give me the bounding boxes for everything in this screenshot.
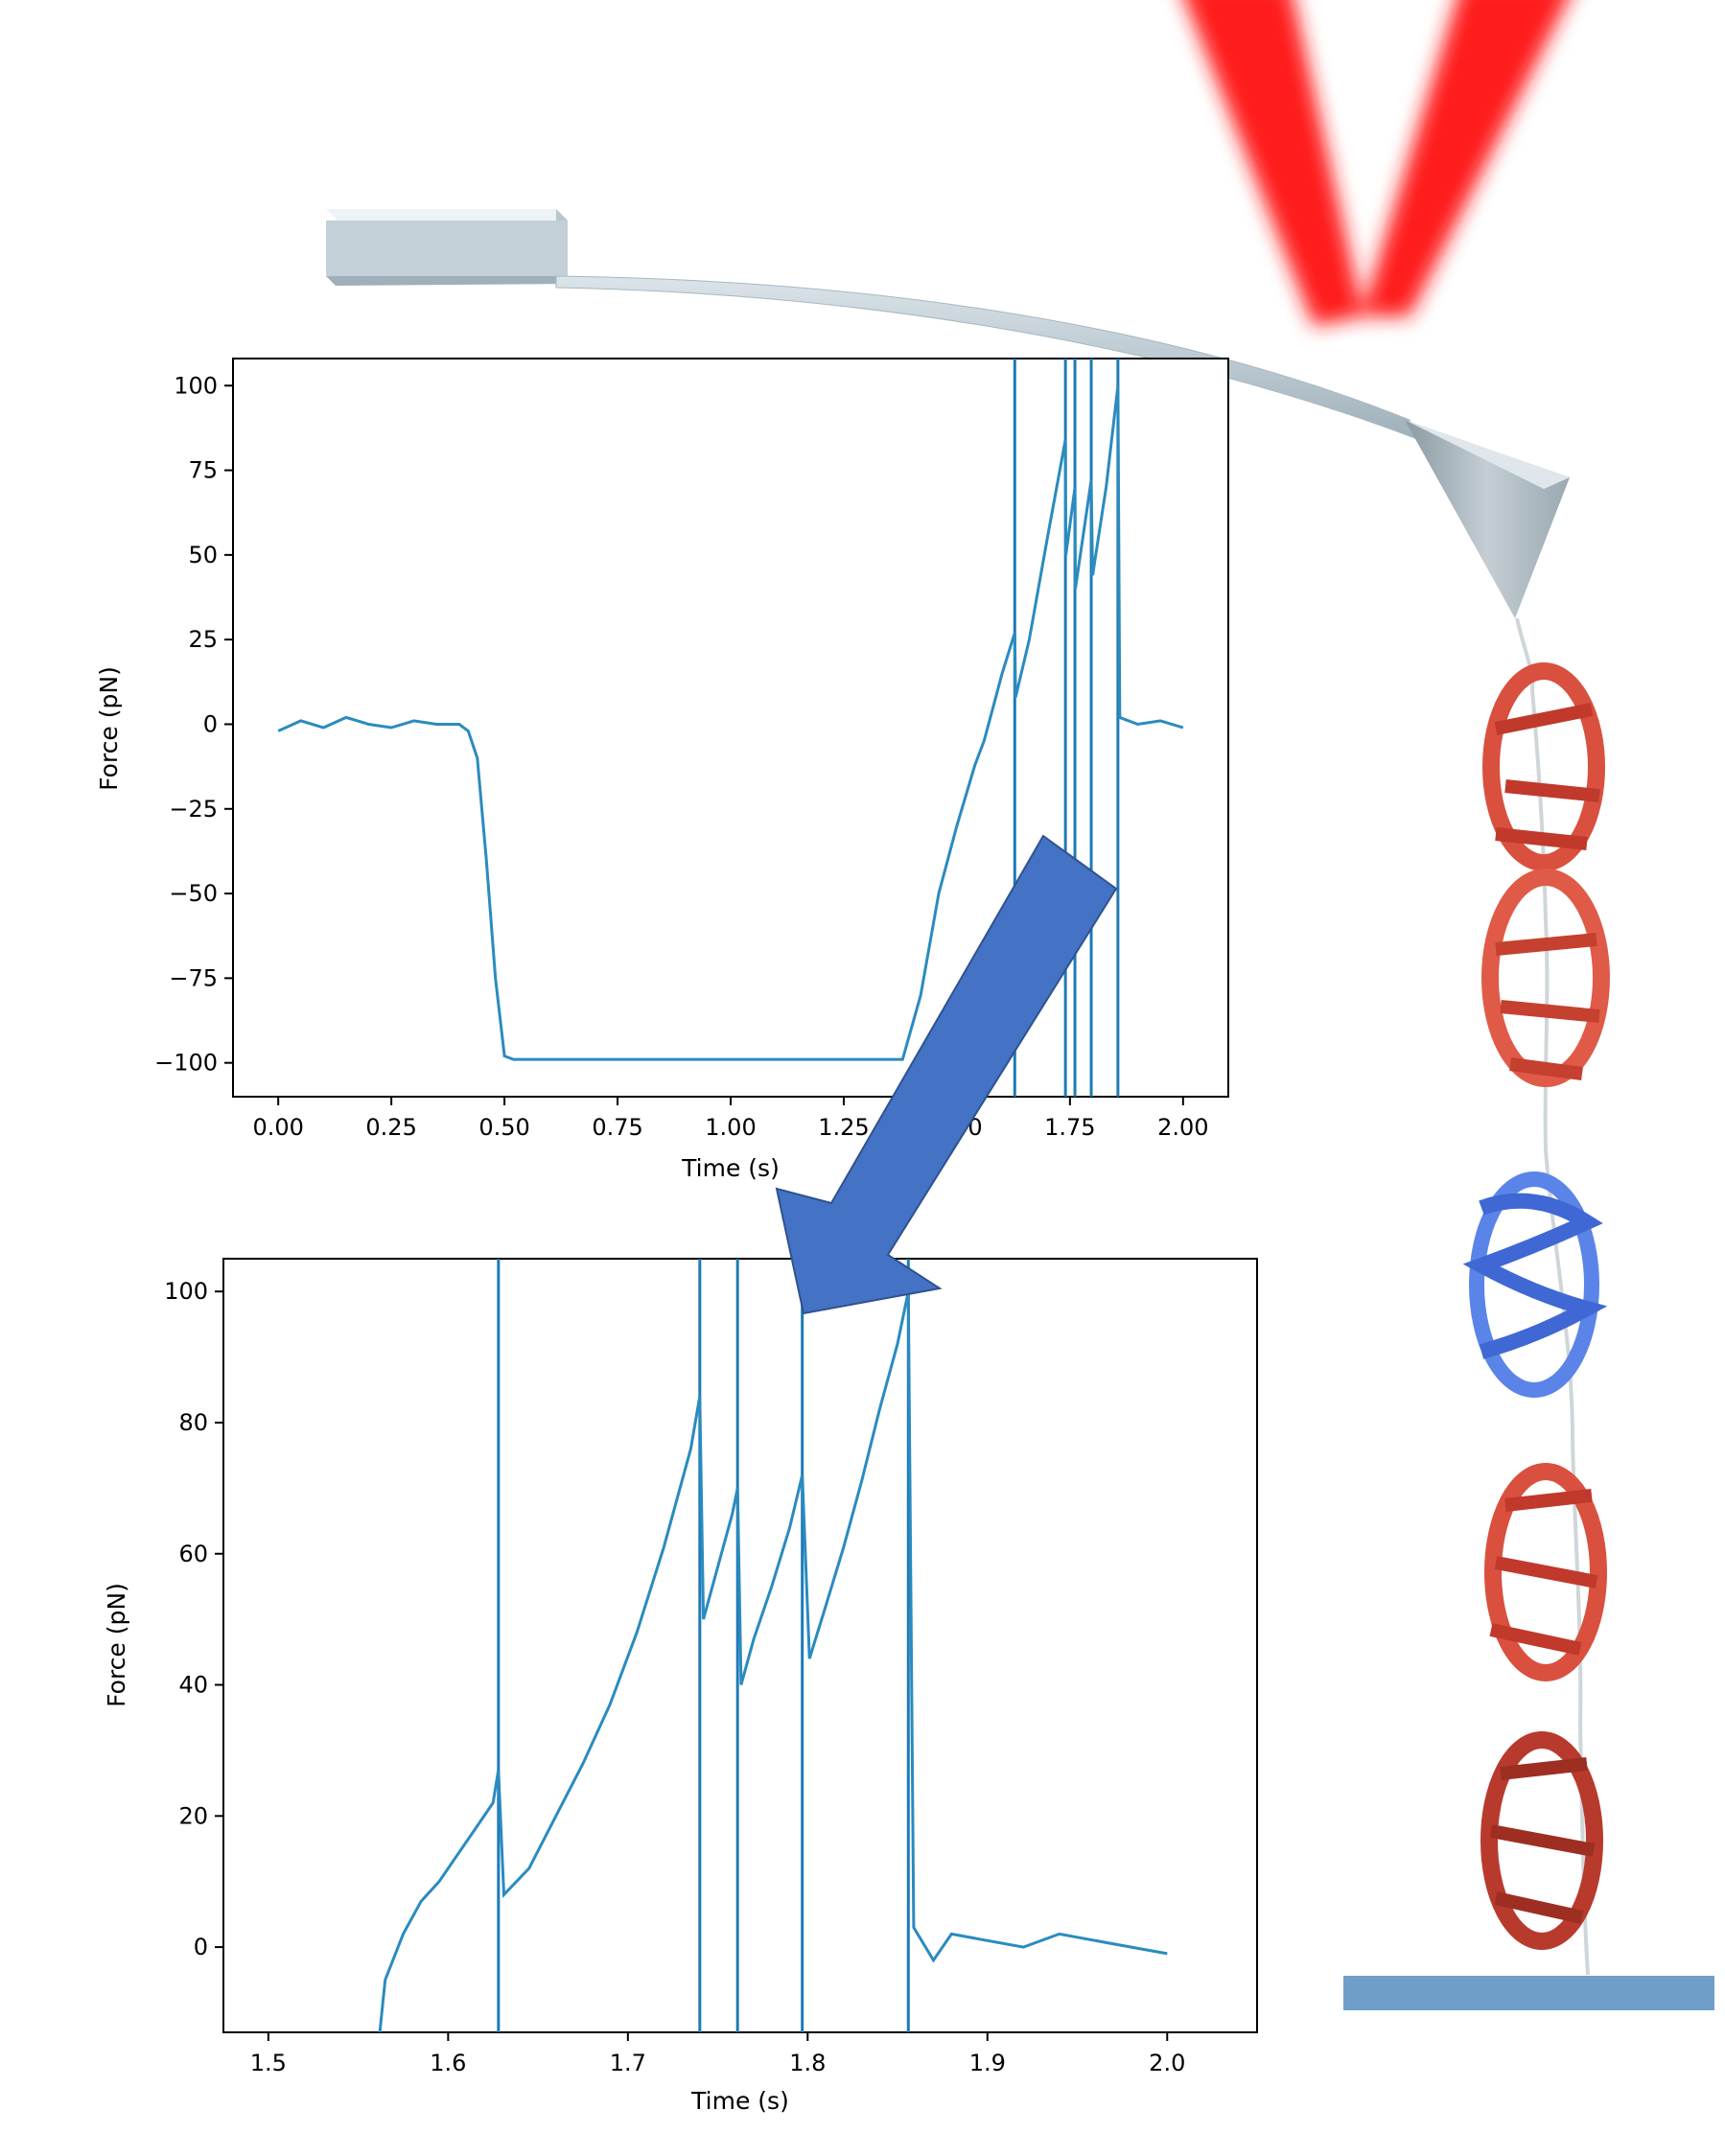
top-x-tick-label: 1.00 bbox=[705, 1114, 756, 1141]
bot-x-tick-label: 1.8 bbox=[789, 2050, 826, 2076]
bot-y-tick-label: 0 bbox=[194, 1934, 208, 1960]
bot-y-tick-label: 60 bbox=[178, 1541, 208, 1567]
bot-y-tick-label: 100 bbox=[164, 1278, 208, 1305]
top-x-axis-label: Time (s) bbox=[681, 1154, 780, 1182]
cantilever-illustration bbox=[326, 209, 1570, 618]
top-x-tick-label: 0.25 bbox=[365, 1114, 416, 1141]
beta-domain-2 bbox=[1481, 869, 1610, 1087]
top-y-axis-label: Force (pN) bbox=[95, 666, 123, 791]
zoom-arrow bbox=[775, 834, 1118, 1315]
bot-x-tick-label: 1.6 bbox=[430, 2050, 466, 2076]
bot-x-tick-label: 2.0 bbox=[1149, 2050, 1185, 2076]
substrate-surface bbox=[1343, 1976, 1714, 2010]
top-y-tick-label: −75 bbox=[169, 964, 218, 991]
laser-beam-illustration bbox=[1184, 0, 1568, 326]
top-y-tick-label: 0 bbox=[203, 710, 218, 737]
bottom-x-axis-label: Time (s) bbox=[690, 2087, 789, 2115]
bottom-force-trace bbox=[378, 1290, 1168, 2032]
bot-y-tick-label: 20 bbox=[178, 1802, 208, 1829]
top-x-tick-label: 2.00 bbox=[1157, 1114, 1208, 1141]
bot-x-tick-label: 1.9 bbox=[969, 2050, 1006, 2076]
bottom-force-chart: 1.5 1.6 1.7 1.8 1.9 2.0 100 80 60 40 20 0 Time (s)… bbox=[103, 1258, 1258, 2115]
top-y-tick-label: −100 bbox=[154, 1050, 218, 1077]
top-y-tick-label: 50 bbox=[188, 542, 218, 568]
top-x-tick-label: 0.50 bbox=[478, 1114, 529, 1141]
top-x-tick-label: 0.00 bbox=[252, 1114, 303, 1141]
beta-domain-4 bbox=[1480, 1731, 1603, 1950]
beta-domain-1 bbox=[1482, 662, 1605, 871]
top-y-tick-label: −50 bbox=[169, 880, 218, 907]
top-x-tick-label: 0.75 bbox=[592, 1114, 642, 1141]
top-x-tick-label: 1.75 bbox=[1044, 1114, 1095, 1141]
top-x-tick-label: 1.25 bbox=[818, 1114, 869, 1141]
top-y-tick-label: −25 bbox=[169, 796, 218, 823]
top-force-trace bbox=[277, 385, 1184, 1061]
top-y-tick-label: 75 bbox=[188, 457, 218, 484]
top-force-chart: 0.000.250.500.751.001.251.501.752.00 100… bbox=[95, 358, 1229, 1182]
bottom-y-axis-label: Force (pN) bbox=[103, 1583, 130, 1707]
bot-y-tick-label: 80 bbox=[178, 1409, 208, 1436]
bot-x-tick-label: 1.7 bbox=[610, 2050, 646, 2076]
bot-x-tick-label: 1.5 bbox=[250, 2050, 287, 2076]
bot-y-tick-label: 40 bbox=[178, 1672, 208, 1699]
top-y-tick-label: 25 bbox=[188, 626, 218, 653]
top-y-tick-label: 100 bbox=[174, 372, 218, 399]
polyprotein-illustration bbox=[1462, 617, 1610, 1976]
helical-domain bbox=[1462, 1171, 1608, 1398]
beta-domain-3 bbox=[1484, 1463, 1607, 1681]
